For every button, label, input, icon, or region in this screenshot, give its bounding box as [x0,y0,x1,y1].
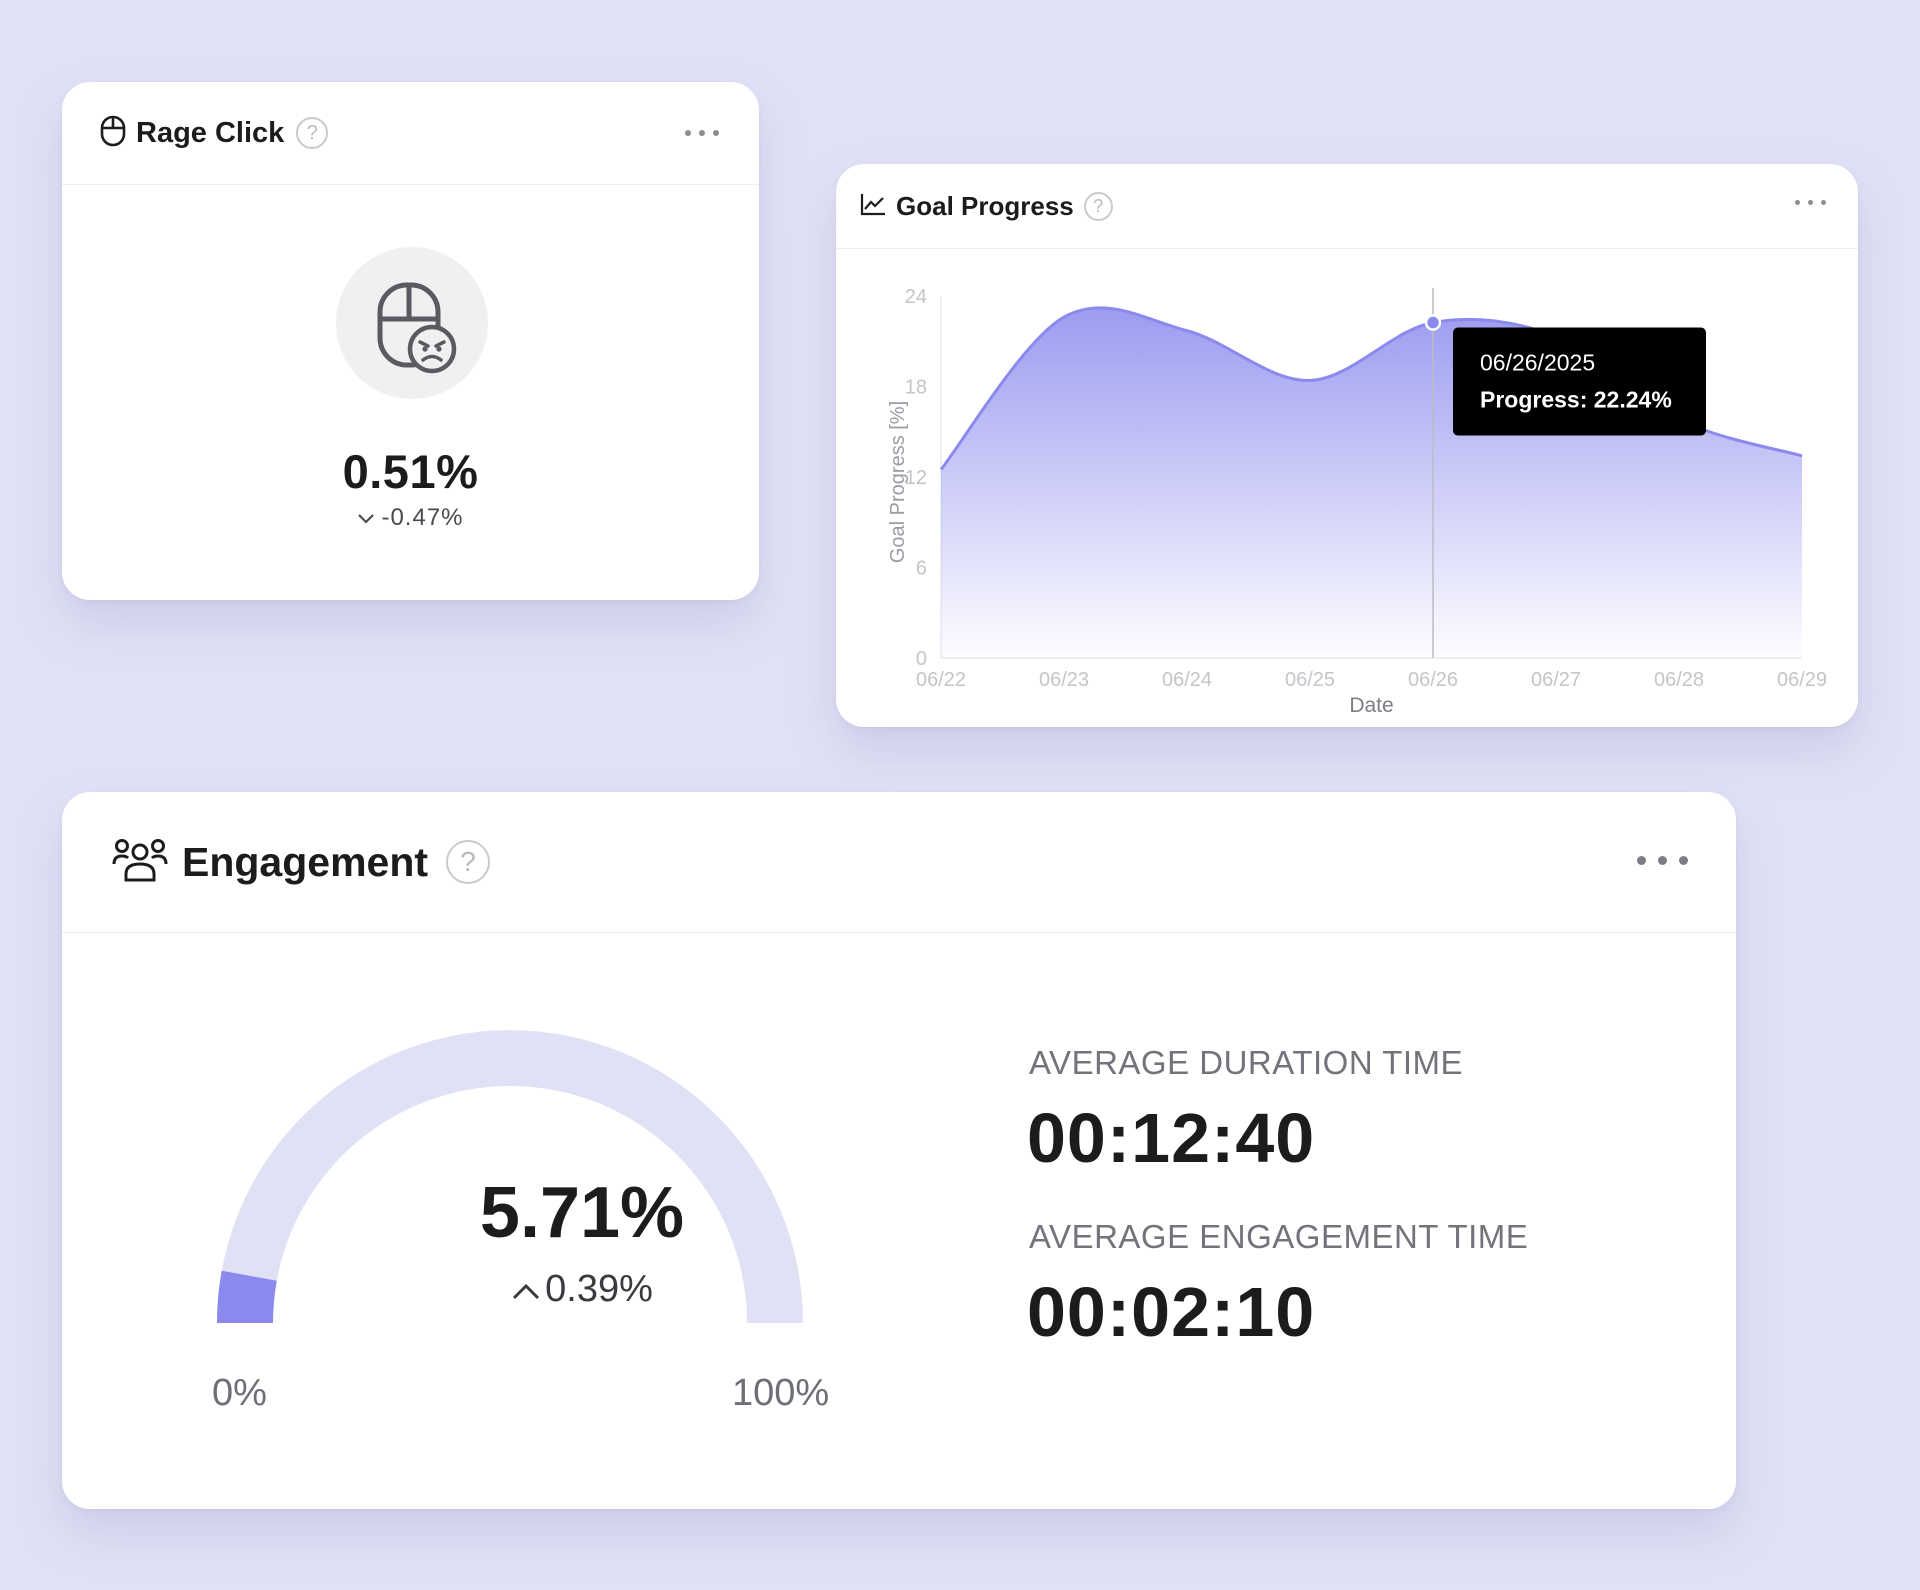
x-tick-label: 06/26 [1408,669,1458,691]
avg-duration-value: 00:12:40 [1027,1099,1316,1177]
help-icon[interactable]: ? [1083,191,1113,221]
x-tick-label: 06/27 [1531,669,1581,691]
rage-click-header: Rage Click ? [62,82,759,185]
chevron-up-icon [513,1283,540,1300]
more-options-icon[interactable] [685,130,719,136]
avg-engagement-label: AVERAGE ENGAGEMENT TIME [1029,1218,1529,1255]
rage-click-delta: -0.47% [62,504,759,532]
angry-mouse-icon [377,282,457,374]
rage-click-title: Rage Click [136,116,285,149]
y-tick-label: 12 [905,467,927,489]
engagement-card: Engagement ? 5.71% 0.39% 0% 100% AVERAGE… [62,792,1736,1509]
gauge-fill [217,1270,277,1323]
mouse-icon [100,115,126,152]
goal-progress-header: Goal Progress ? [836,164,1858,249]
engagement-gauge [217,1030,803,1323]
more-options-icon[interactable] [1795,200,1826,205]
gauge-value: 5.71% [479,1173,685,1253]
y-tick-label: 24 [905,286,927,308]
y-tick-label: 18 [905,377,927,399]
goal-progress-chart[interactable]: 0 6 12 18 24 06/22 06/23 06/24 06/25 06/26 06/27 06… [836,164,1858,727]
x-axis-label: Date [1349,694,1393,717]
line-chart-icon [860,192,886,221]
avg-duration-label: AVERAGE DURATION TIME [1029,1044,1464,1081]
x-tick-label: 06/25 [1285,669,1335,691]
x-tick-label: 06/22 [916,669,966,691]
y-tick-label: 6 [916,558,927,580]
tooltip-box [1453,327,1706,436]
engagement-header: Engagement ? [62,792,1736,933]
avg-engagement-value: 00:02:10 [1027,1273,1316,1351]
highlight-point [1424,314,1442,331]
rage-click-illustration [336,247,488,399]
gauge-delta-value: 0.39% [545,1268,653,1310]
gauge-max-label: 100% [732,1372,830,1414]
rage-click-card: Rage Click ? 0.51% -0.47% [62,82,759,600]
help-icon[interactable]: ? [446,840,491,884]
chevron-down-icon [358,513,375,524]
tooltip-value: Progress: 22.24% [1480,387,1672,413]
x-tick-label: 06/23 [1039,669,1089,691]
x-tick-label: 06/29 [1777,669,1827,691]
goal-progress-title: Goal Progress [896,190,1074,221]
more-options-icon[interactable] [1637,856,1688,865]
goal-progress-card: Goal Progress ? 0 6 12 18 24 06/22 06/23 06/24 0… [836,164,1858,727]
x-tick-label: 06/28 [1654,669,1704,691]
x-tick-label: 06/24 [1162,669,1212,691]
tooltip-date: 06/26/2025 [1480,350,1595,376]
y-axis-label: Goal Progress [%] [887,401,909,563]
gauge-delta: 0.39% [402,1268,762,1311]
y-tick-label: 0 [916,648,927,670]
rage-click-value: 0.51% [342,445,479,498]
engagement-title: Engagement [182,838,429,885]
help-icon[interactable]: ? [296,117,329,149]
users-group-icon [112,836,168,889]
gauge-track [217,1030,803,1323]
gauge-min-label: 0% [212,1372,267,1414]
rage-click-delta-value: -0.47% [381,504,464,531]
